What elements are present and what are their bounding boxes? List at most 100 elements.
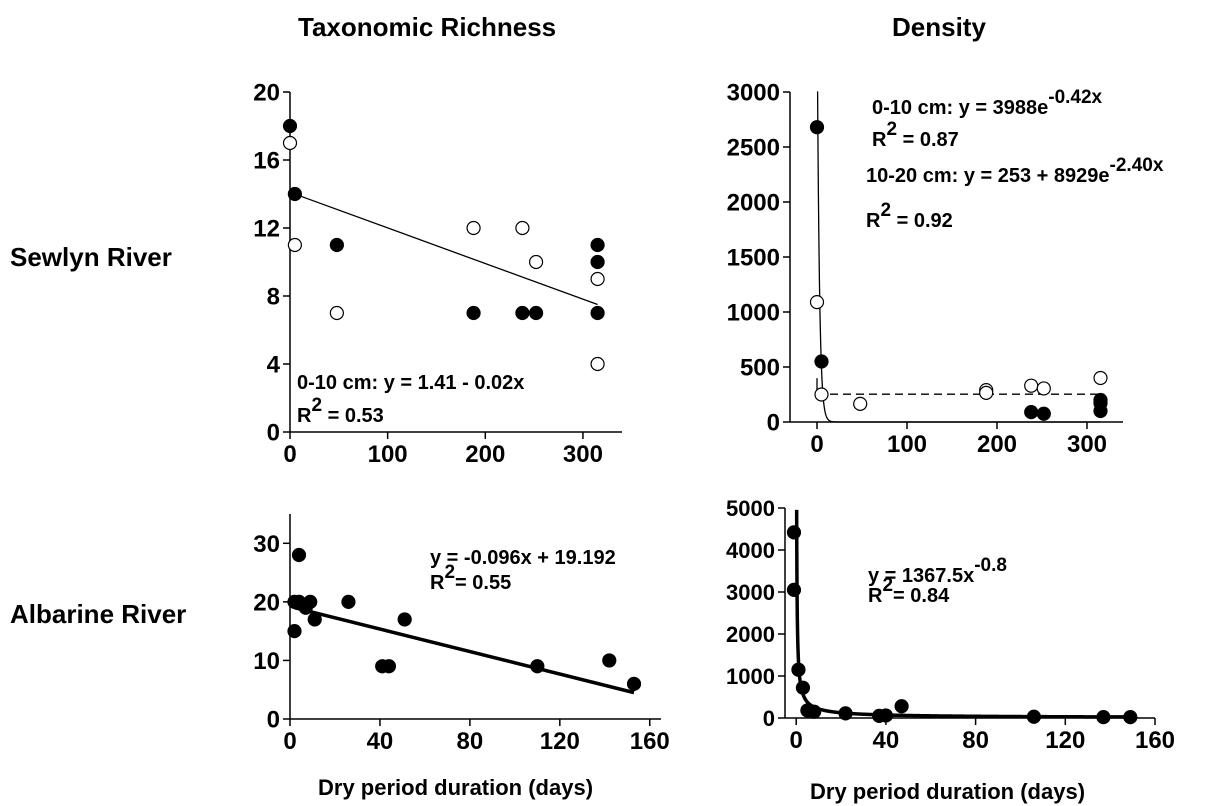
data-point-open: [979, 385, 994, 400]
x-tick-label: 0: [283, 441, 296, 468]
data-point-filled: [795, 680, 811, 695]
y-tick-label: 8: [267, 284, 280, 311]
data-point-filled: [786, 582, 802, 598]
y-tick-label: 0: [767, 410, 780, 437]
y-tick-label: 20: [253, 589, 280, 616]
fit-curve: [794, 509, 1131, 719]
y-tick-label: 20: [253, 80, 280, 107]
data-point-filled: [807, 704, 822, 719]
y-tick-label: 1000: [726, 664, 775, 689]
data-point-open: [329, 305, 344, 321]
data-point-filled: [466, 305, 481, 321]
y-tick-label: 500: [740, 355, 780, 382]
data-point-filled: [809, 120, 825, 135]
y-tick-label: 4: [267, 352, 281, 379]
data-point-open: [282, 135, 298, 151]
albarine-richness-plot: 0 10 20 30 0 40 80 120 160 y = -0.096x + 19.192R2…: [253, 514, 670, 755]
data-point-filled: [786, 525, 802, 540]
data-point-filled: [626, 676, 642, 691]
y-tick-label: 0: [763, 706, 775, 731]
y-tick-label: 30: [253, 531, 280, 558]
x-tick-label: 300: [563, 441, 603, 468]
y-tick-label: 2500: [727, 135, 780, 162]
data-point-open: [466, 220, 481, 236]
x-tick-label: 120: [540, 728, 580, 755]
x-tick-label: 0: [283, 728, 296, 755]
albarine-density-plot: 0 1000 2000 3000 4000 5000 0 40 80 120 160 y = 1367…: [726, 496, 1175, 754]
equation-label: 0-10 cm: y = 3988e-0.42x: [872, 87, 1103, 119]
sewlyn-density-plot: 0 500 1000 1500 2000 2500 3000 0 100 200 300 0-10 c…: [727, 80, 1164, 458]
y-tick-label: 1000: [727, 300, 780, 327]
data-point-filled: [381, 659, 397, 674]
y-tick-label: 12: [253, 216, 280, 243]
y-tick-label: 2000: [726, 622, 775, 647]
x-tick-label: 100: [368, 441, 408, 468]
data-point-filled: [838, 706, 853, 721]
fit-curve: [816, 91, 1101, 423]
data-point-filled: [1123, 710, 1138, 725]
x-tick-label: 200: [977, 431, 1017, 458]
x-tick-label: 160: [630, 728, 670, 755]
x-tick-label: 200: [465, 441, 505, 468]
data-point-filled: [791, 662, 806, 677]
column-title-density: Density: [892, 12, 986, 42]
data-point-filled: [397, 612, 412, 627]
r-squared-label: R2 = 0.87: [872, 119, 959, 151]
r-squared-label: R2= 0.55: [430, 562, 511, 594]
row-label-sewlyn: Sewlyn River: [10, 242, 172, 272]
data-point-open: [528, 254, 544, 270]
r-squared-label: R2 = 0.53: [297, 395, 384, 427]
x-axis-label-right: Dry period duration (days): [810, 779, 1086, 804]
data-point-open: [590, 356, 605, 372]
data-point-open: [1036, 381, 1051, 396]
equation-label: y = 1367.5x-0.8: [868, 555, 1007, 587]
trend-line: [294, 606, 635, 695]
data-point-filled: [530, 659, 545, 674]
x-axis-label-left: Dry period duration (days): [318, 775, 594, 800]
data-point-filled: [1026, 709, 1042, 724]
y-tick-label: 4000: [726, 538, 775, 563]
x-tick-label: 160: [1135, 727, 1175, 754]
x-tick-label: 0: [810, 431, 823, 458]
x-tick-label: 0: [790, 727, 803, 754]
data-point-open: [809, 295, 825, 310]
r-squared-label: R2= 0.84: [868, 575, 950, 607]
data-point-open: [287, 237, 302, 253]
x-tick-label: 40: [367, 728, 394, 755]
x-tick-label: 120: [1045, 727, 1085, 754]
y-tick-label: 2000: [727, 190, 780, 217]
data-point-filled: [515, 305, 530, 321]
data-point-filled: [282, 118, 298, 134]
data-point-filled: [590, 254, 605, 270]
row-label-albarine: Albarine River: [10, 599, 187, 629]
equation-label: 0-10 cm: y = 1.41 - 0.02x: [297, 372, 524, 394]
x-tick-label: 300: [1067, 431, 1107, 458]
y-tick-label: 5000: [726, 496, 775, 521]
data-point-filled: [341, 594, 356, 609]
data-point-filled: [1024, 405, 1039, 420]
equation-label: 10-20 cm: y = 253 + 8929e-2.40x: [866, 155, 1164, 187]
data-point-filled: [1093, 403, 1108, 419]
data-point-filled: [287, 186, 302, 202]
trend-line: [289, 191, 598, 306]
r-squared-label: R2 = 0.92: [866, 200, 953, 232]
y-tick-label: 16: [253, 148, 280, 175]
data-point-filled: [814, 354, 829, 369]
data-point-filled: [291, 547, 307, 563]
data-point-filled: [1096, 710, 1111, 725]
data-point-filled: [590, 237, 605, 253]
data-point-open: [1024, 378, 1039, 393]
data-point-open: [590, 271, 605, 287]
equation-label: y = -0.096x + 19.192: [430, 547, 616, 569]
y-tick-label: 3000: [726, 580, 775, 605]
data-point-open: [1093, 370, 1108, 386]
data-point-filled: [1036, 406, 1051, 421]
x-tick-label: 80: [962, 727, 989, 754]
data-point-filled: [303, 594, 318, 609]
column-title-richness: Taxonomic Richness: [298, 12, 557, 42]
x-tick-label: 100: [887, 431, 927, 458]
data-point-open: [515, 220, 530, 236]
data-point-filled: [602, 653, 617, 668]
